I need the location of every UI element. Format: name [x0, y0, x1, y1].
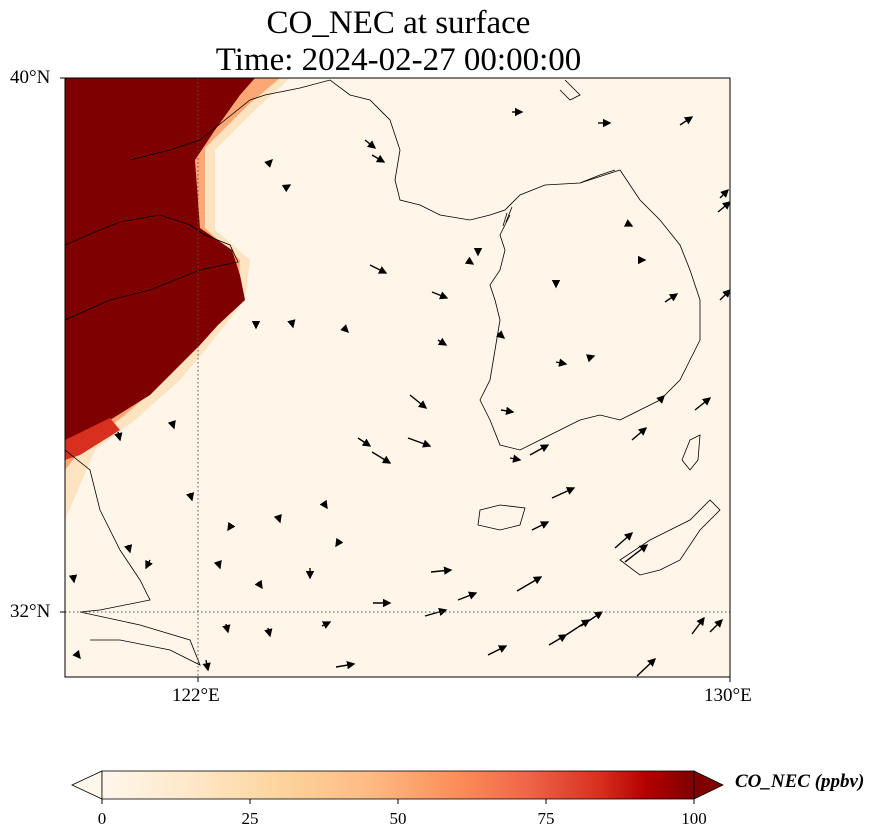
wind-arrow — [167, 420, 176, 430]
wind-arrow — [321, 621, 332, 629]
co-high-plume — [65, 78, 255, 445]
wind-arrow — [717, 201, 730, 213]
wind-arrow — [72, 649, 81, 660]
wind-arrow — [431, 291, 449, 300]
wind-arrow — [586, 354, 596, 363]
wind-arrow — [357, 437, 372, 447]
wind-arrow — [529, 444, 550, 456]
wind-arrow — [580, 611, 604, 627]
wind-arrow — [487, 645, 508, 656]
wind-arrow — [145, 559, 153, 570]
chart-title-line2: Time: 2024-02-27 00:00:00 — [215, 42, 582, 78]
colorbar-extend-low — [71, 770, 103, 800]
wind-arrow — [719, 189, 729, 199]
wind-arrow — [614, 532, 634, 549]
lat-label-40n: 40°N — [10, 67, 51, 88]
wind-arrow — [464, 256, 475, 265]
wind-arrow — [407, 437, 432, 448]
wind-arrow — [664, 293, 679, 303]
wind-arrow — [555, 358, 568, 367]
wind-arrow — [516, 576, 543, 592]
wind-arrow — [709, 619, 723, 633]
wind-arrow — [371, 451, 392, 464]
wind-arrow — [68, 574, 78, 584]
colorbar-tick-50: 50 — [389, 809, 407, 828]
wind-arrow — [548, 634, 568, 646]
wind-arrow — [335, 537, 344, 548]
wind-arrow — [281, 184, 292, 193]
colorbar-tick-25: 25 — [241, 809, 259, 828]
chart-title-line1: CO_NEC at surface — [266, 5, 531, 41]
wind-vectors — [68, 107, 730, 677]
wind-arrow — [371, 154, 386, 163]
colorbar-tick-0: 0 — [97, 809, 107, 828]
wind-arrow — [114, 431, 123, 442]
wind-arrow — [631, 427, 648, 441]
wind-arrow — [437, 337, 448, 346]
colorbar — [101, 770, 695, 800]
lat-label-32n: 32°N — [10, 601, 51, 622]
wind-arrow — [335, 661, 356, 670]
colorbar-extend-high — [693, 770, 724, 800]
wind-arrow — [222, 623, 231, 634]
wind-arrow — [364, 139, 377, 149]
lon-label-122e: 122°E — [172, 685, 220, 706]
wind-arrow — [623, 219, 634, 227]
wind-arrow — [424, 607, 448, 617]
map-frame — [64, 77, 731, 678]
colorbar-ticks — [101, 799, 695, 804]
wind-arrow — [495, 330, 506, 339]
coastline — [65, 79, 721, 666]
wind-arrow — [457, 591, 478, 601]
wind-arrow — [202, 659, 211, 672]
colorbar-tick-75: 75 — [537, 809, 555, 828]
wind-arrow — [531, 521, 550, 531]
wind-arrow — [273, 514, 282, 524]
wind-arrow — [264, 627, 273, 638]
wind-arrow — [694, 397, 712, 411]
wind-arrow — [636, 658, 657, 677]
wind-arrow — [264, 159, 273, 168]
wind-arrow — [227, 521, 236, 532]
wind-arrow — [624, 544, 649, 563]
wind-arrow — [124, 544, 133, 554]
wind-arrow — [340, 324, 349, 333]
wind-arrow — [500, 406, 515, 415]
wind-arrow — [254, 579, 263, 590]
plume-edge — [65, 418, 120, 460]
wind-arrow — [319, 499, 328, 510]
wind-arrow — [186, 492, 195, 502]
lon-label-130e: 130°E — [704, 685, 752, 706]
wind-arrow — [551, 487, 576, 499]
wind-arrow — [679, 116, 694, 126]
wind-arrow — [509, 454, 522, 463]
wind-arrow — [719, 289, 730, 301]
wind-arrow — [430, 566, 453, 575]
wind-arrow — [287, 319, 296, 329]
wind-arrow — [369, 264, 388, 274]
wind-arrow — [409, 394, 428, 409]
wind-arrow — [691, 616, 705, 635]
wind-arrow — [656, 395, 665, 404]
colorbar-label: CO_NEC (ppbv) — [735, 771, 865, 792]
wind-arrow — [213, 560, 222, 570]
colorbar-tick-100: 100 — [681, 809, 707, 828]
